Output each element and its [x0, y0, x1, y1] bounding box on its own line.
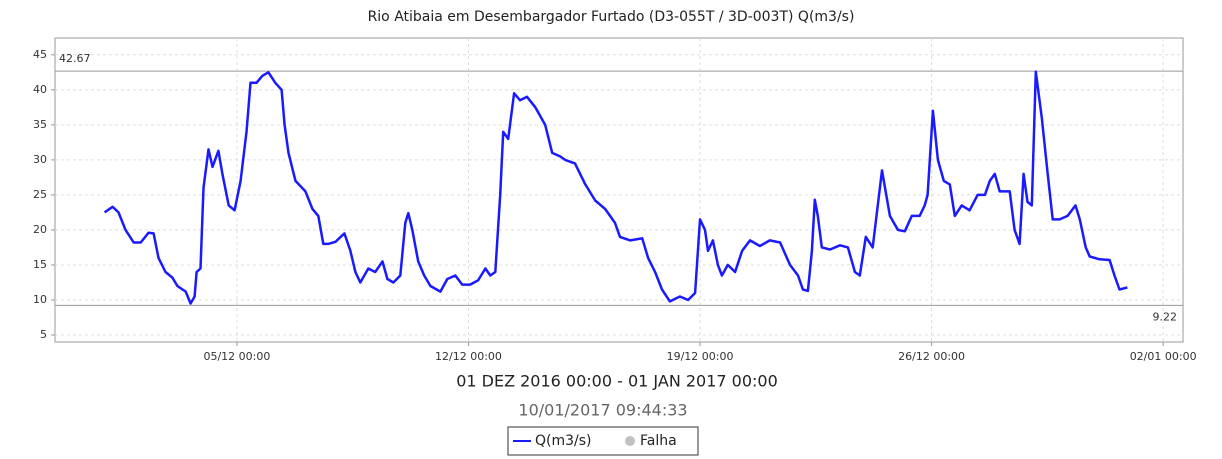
y-tick-label: 20 [33, 223, 47, 236]
series-line [103, 70, 1128, 305]
x-axis-label: 01 DEZ 2016 00:00 - 01 JAN 2017 00:00 [456, 372, 778, 391]
legend-swatch [625, 436, 635, 446]
y-tick-label: 5 [40, 328, 47, 341]
y-tick-label: 25 [33, 188, 47, 201]
x-tick-label: 02/01 00:00 [1130, 350, 1197, 363]
chart-title: Rio Atibaia em Desembargador Furtado (D3… [368, 9, 855, 25]
y-tick-label: 15 [33, 258, 47, 271]
x-tick-label: 12/12 00:00 [435, 350, 502, 363]
x-tick-label: 26/12 00:00 [898, 350, 965, 363]
max-label: 42.67 [59, 52, 91, 65]
legend-label: Falha [640, 433, 677, 449]
y-tick-label: 10 [33, 293, 47, 306]
y-tick-label: 40 [33, 83, 47, 96]
x-tick-label: 05/12 00:00 [203, 350, 270, 363]
legend-label: Q(m3/s) [535, 433, 592, 449]
timestamp: 10/01/2017 09:44:33 [518, 401, 687, 420]
legend-box [507, 426, 699, 456]
y-tick-label: 45 [33, 48, 47, 61]
x-tick-label: 19/12 00:00 [667, 350, 734, 363]
legend: Q(m3/s) Falha [507, 426, 699, 456]
y-tick-label: 35 [33, 118, 47, 131]
y-tick-label: 30 [33, 153, 47, 166]
min-label: 9.22 [1153, 310, 1178, 323]
plot-area [54, 37, 1184, 343]
